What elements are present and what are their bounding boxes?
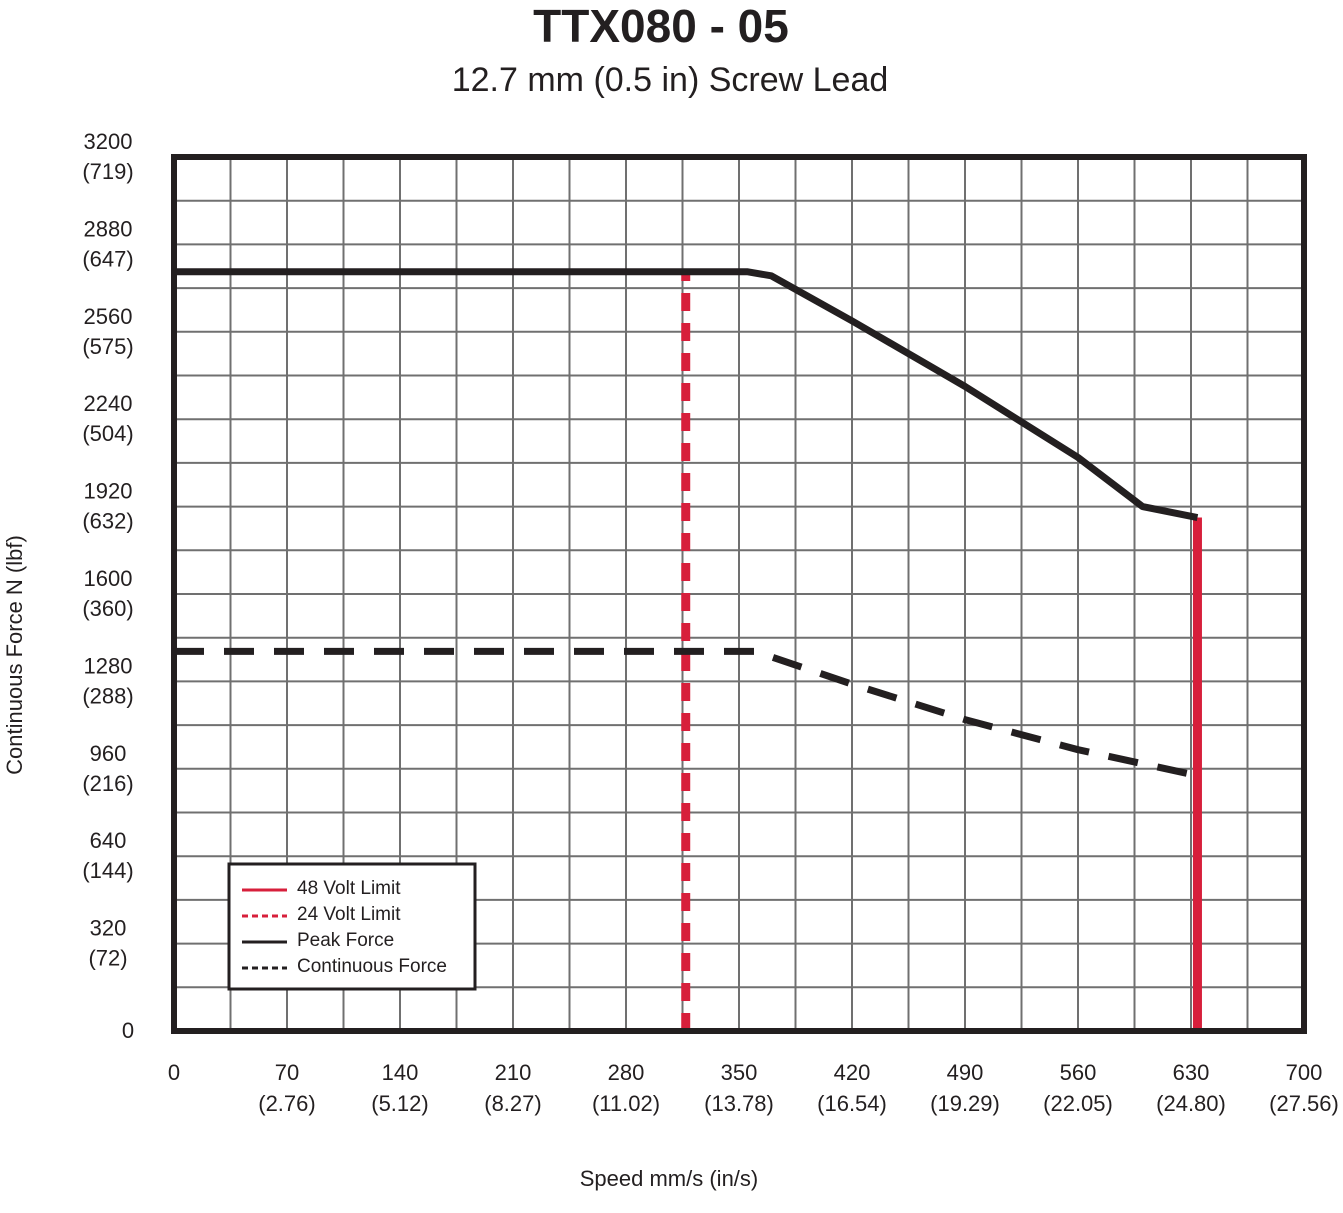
y-axis-label: Continuous Force N (lbf) <box>2 535 27 775</box>
x-tick-sublabel: (27.56) <box>1269 1091 1339 1116</box>
series-lines <box>174 268 1202 1031</box>
legend-label-24v: 24 Volt Limit <box>297 904 401 925</box>
y-tick-sublabel: (647) <box>82 246 133 271</box>
y-tick-label: 0 <box>122 1018 134 1043</box>
legend-box <box>227 862 477 991</box>
y-tick-sublabel: (575) <box>82 334 133 359</box>
x-tick-sublabel: (24.80) <box>1156 1091 1226 1116</box>
legend-label-48v: 48 Volt Limit <box>297 878 401 899</box>
x-tick-sublabel: (2.76) <box>258 1091 315 1116</box>
x-tick-label: 490 <box>947 1060 984 1085</box>
x-tick-label: 560 <box>1060 1060 1097 1085</box>
x-tick-label: 630 <box>1173 1060 1210 1085</box>
x-tick-sublabel: (8.27) <box>484 1091 541 1116</box>
x-tick-sublabel: (22.05) <box>1043 1091 1113 1116</box>
y-tick-sublabel: (216) <box>82 771 133 796</box>
y-tick-label: 640 <box>90 828 127 853</box>
x-tick-label: 0 <box>168 1060 180 1085</box>
y-tick-label: 2560 <box>84 304 133 329</box>
y-tick-sublabel: (72) <box>88 946 127 971</box>
x-tick-label: 140 <box>382 1060 419 1085</box>
y-tick-sublabel: (144) <box>82 858 133 883</box>
x-tick-sublabel: (13.78) <box>704 1091 774 1116</box>
x-tick-label: 70 <box>275 1060 299 1085</box>
y-tick-labels: 0 320 (72) 640 (144) 960 (216) 1280 (288) 1600 (36… <box>82 129 134 1043</box>
chart-subtitle: 12.7 mm (0.5 in) Screw Lead <box>452 61 889 99</box>
x-axis-label: Speed mm/s (in/s) <box>580 1166 759 1191</box>
y-tick-sublabel: (504) <box>82 421 133 446</box>
x-tick-label: 280 <box>608 1060 645 1085</box>
x-tick-sublabel: (19.29) <box>930 1091 1000 1116</box>
legend-label-peak: Peak Force <box>297 930 394 951</box>
x-tick-sublabel: (5.12) <box>371 1091 428 1116</box>
chart-title: TTX080 - 05 <box>533 0 789 52</box>
y-tick-label: 320 <box>90 916 127 941</box>
x-tick-label: 350 <box>721 1060 758 1085</box>
y-tick-label: 1600 <box>84 566 133 591</box>
y-tick-label: 2240 <box>84 391 133 416</box>
x-tick-sublabel: (11.02) <box>592 1091 660 1116</box>
y-tick-sublabel: (719) <box>82 159 133 184</box>
legend: 48 Volt Limit 24 Volt Limit Peak Force C… <box>227 862 477 991</box>
y-tick-label: 1280 <box>84 653 133 678</box>
y-tick-label: 3200 <box>84 129 133 154</box>
grid <box>174 157 1304 1031</box>
y-tick-sublabel: (360) <box>82 596 133 621</box>
y-tick-label: 1920 <box>84 479 133 504</box>
x-tick-label: 420 <box>834 1060 871 1085</box>
x-tick-label: 700 <box>1286 1060 1323 1085</box>
legend-label-continuous: Continuous Force <box>297 956 447 977</box>
y-tick-label: 960 <box>90 741 127 766</box>
x-tick-label: 210 <box>495 1060 532 1085</box>
y-tick-sublabel: (632) <box>82 509 133 534</box>
plot-frame <box>171 154 1307 1034</box>
x-tick-sublabel: (16.54) <box>817 1091 887 1116</box>
y-tick-label: 2880 <box>84 216 133 241</box>
x-tick-labels: 0 70 (2.76) 140 (5.12) 210 (8.27) 280 (11.02) 350… <box>168 1060 1339 1116</box>
series-peak-force <box>174 268 1199 521</box>
y-tick-sublabel: (288) <box>82 683 133 708</box>
